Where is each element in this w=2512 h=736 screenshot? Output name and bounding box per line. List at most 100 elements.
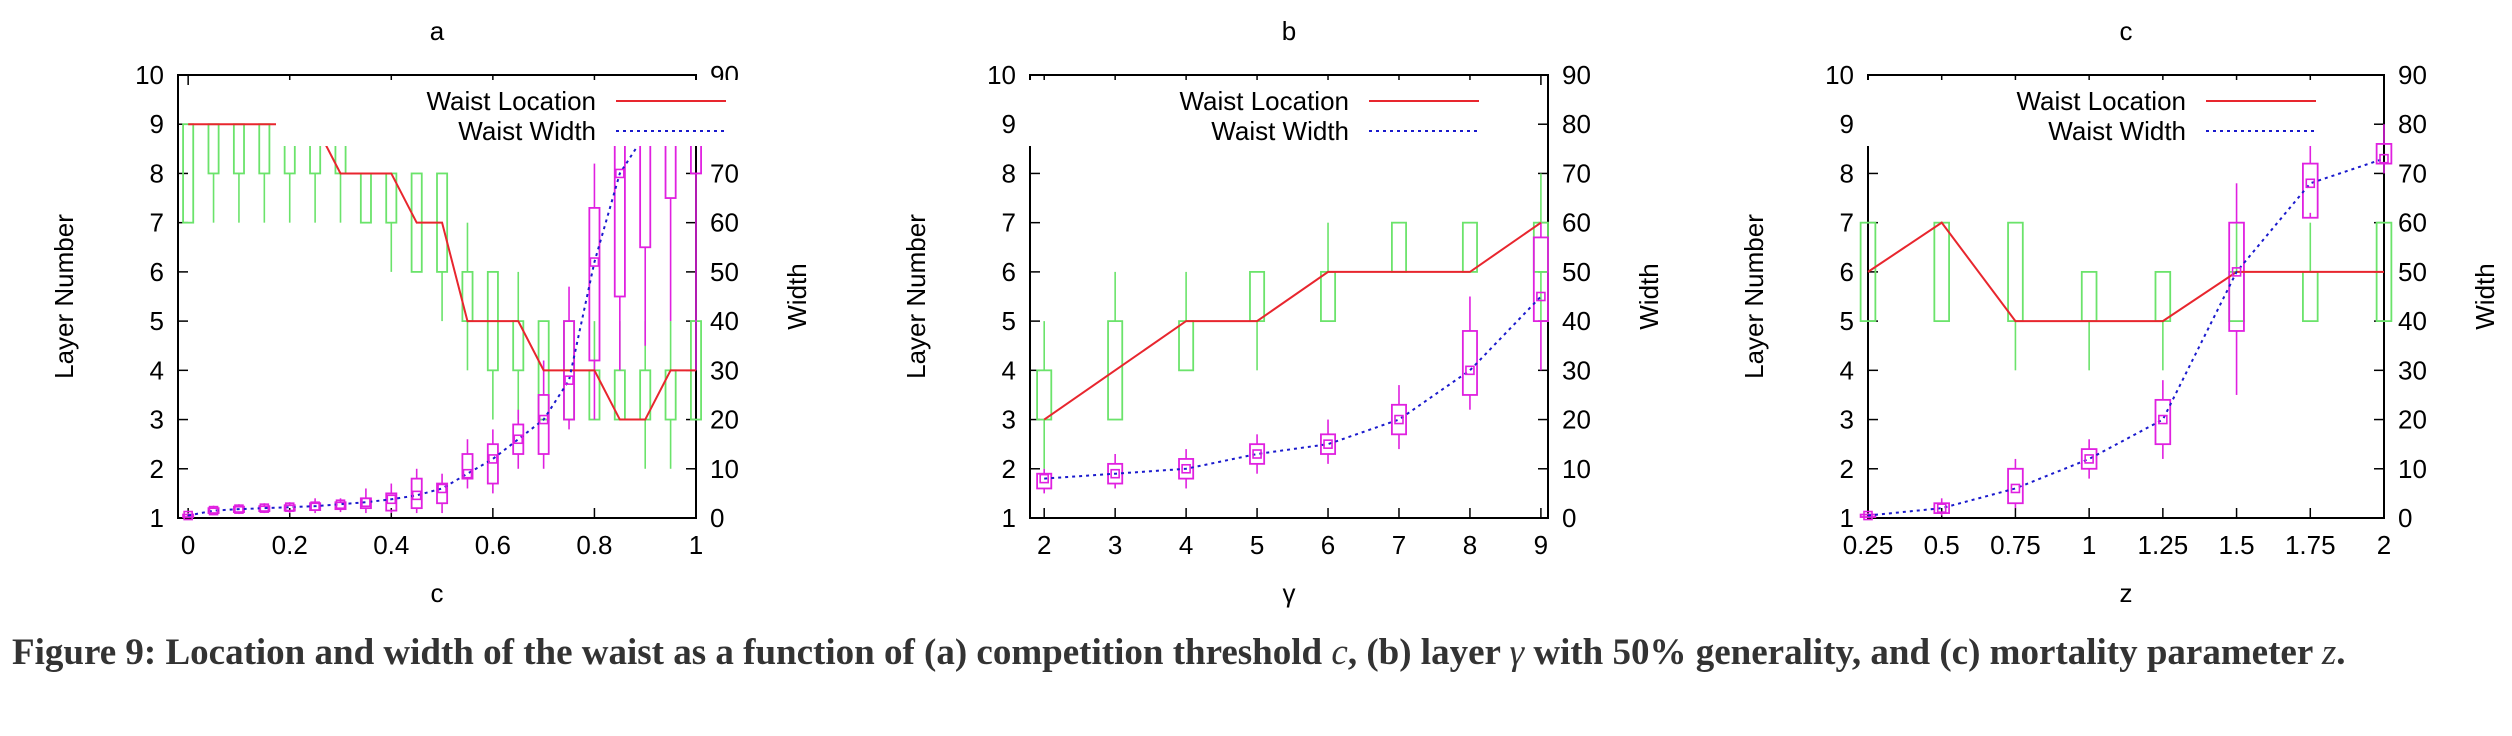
- width-marker: [310, 501, 320, 511]
- y2-tick-label: 80: [1562, 109, 1591, 139]
- location-box-body: [359, 172, 372, 224]
- x-tick-label: 3: [1108, 530, 1122, 560]
- location-box-body: [1933, 221, 1950, 323]
- location-box: [1390, 221, 1407, 273]
- y-tick-label: 5: [150, 306, 164, 336]
- location-box-body: [1859, 221, 1877, 323]
- x-tick-label: 0: [181, 530, 195, 560]
- caption-var-gamma: γ: [1509, 632, 1525, 673]
- width-box: [1320, 419, 1337, 464]
- location-box-body: [1320, 270, 1337, 323]
- width-box-body: [1461, 330, 1478, 396]
- y2-tick-label: 30: [1562, 355, 1591, 385]
- y-tick-label: 1: [1840, 503, 1854, 533]
- width-box: [2228, 183, 2245, 395]
- location-box-body: [1178, 320, 1195, 372]
- y-tick-label: 9: [1840, 109, 1854, 139]
- y-tick-label: 6: [150, 257, 164, 287]
- location-box: [1532, 173, 1549, 322]
- location-box-body: [461, 270, 474, 323]
- y-tick-label: 2: [1002, 454, 1016, 484]
- y2-tick-label: 10: [710, 454, 739, 484]
- y-tick-label: 3: [1002, 405, 1016, 435]
- width-box: [588, 163, 601, 420]
- y2-tick-label: 40: [710, 306, 739, 336]
- x-tick-label: 0.75: [1990, 530, 2041, 560]
- y-tick-label: 7: [150, 208, 164, 238]
- y-tick-label: 10: [135, 60, 164, 90]
- width-box: [1107, 454, 1124, 489]
- location-box-body: [1036, 369, 1053, 421]
- y-tick-label: 6: [1002, 257, 1016, 287]
- legend-label-width: Waist Width: [2048, 116, 2186, 146]
- caption-text-a: Location and width of the waist as a fun…: [165, 632, 1332, 673]
- x-tick-label: 5: [1250, 530, 1264, 560]
- legend-label-location: Waist Location: [2016, 86, 2186, 116]
- width-box: [512, 409, 525, 469]
- location-box: [385, 172, 398, 272]
- waist-width-line: [1867, 157, 2385, 517]
- location-box: [512, 271, 525, 420]
- width-box-body: [2302, 162, 2319, 219]
- width-marker: [1863, 510, 1873, 521]
- y2-tick-label: 20: [2398, 405, 2427, 435]
- x-tick-label: 2: [1037, 530, 1051, 560]
- y-tick-label: 10: [1825, 60, 1854, 90]
- location-box-body: [232, 123, 245, 175]
- width-marker: [1323, 439, 1333, 449]
- legend-background: [1866, 80, 2336, 146]
- x-tick-label: 1.75: [2285, 530, 2336, 560]
- x-tick-label: 0.6: [475, 530, 511, 560]
- waist-location-line: [188, 123, 696, 421]
- figure-caption: Figure 9: Location and width of the wais…: [12, 628, 2502, 678]
- y2-tick-label: 0: [2398, 503, 2412, 533]
- x-tick-label: 1: [2082, 530, 2096, 560]
- width-box-body: [537, 394, 550, 455]
- y2-tick-label: 50: [1562, 257, 1591, 287]
- y2-tick-label: 20: [1562, 405, 1591, 435]
- x-tick-label: 6: [1321, 530, 1335, 560]
- location-box: [359, 172, 372, 224]
- chart-title: a: [430, 16, 445, 46]
- waist-width-line: [1044, 295, 1542, 480]
- width-marker: [411, 490, 422, 501]
- width-marker: [538, 414, 549, 425]
- legend-background: [1029, 80, 1499, 146]
- width-box: [1036, 468, 1053, 494]
- y-tick-label: 9: [150, 109, 164, 139]
- width-box: [2007, 458, 2024, 509]
- x-tick-label: 8: [1463, 530, 1477, 560]
- y2-tick-label: 50: [710, 257, 739, 287]
- width-box: [486, 429, 499, 494]
- y2-axis-label: Width: [1634, 263, 1664, 329]
- y2-tick-label: 70: [710, 158, 739, 188]
- y2-tick-label: 0: [1562, 503, 1576, 533]
- plot-frame: [1867, 74, 2385, 519]
- width-marker: [564, 375, 574, 385]
- width-marker: [2305, 178, 2316, 189]
- location-box-body: [1249, 270, 1266, 323]
- location-box-body: [207, 123, 220, 175]
- y-tick-label: 1: [1002, 503, 1016, 533]
- width-box: [2302, 138, 2319, 219]
- x-tick-label: 0.4: [373, 530, 409, 560]
- legend-label-location: Waist Location: [1179, 86, 1349, 116]
- width-box: [2154, 380, 2172, 459]
- location-box: [436, 172, 449, 322]
- y-tick-label: 4: [1840, 355, 1854, 385]
- y-tick-label: 4: [1002, 355, 1016, 385]
- y2-tick-label: 40: [2398, 306, 2427, 336]
- width-marker: [513, 434, 524, 445]
- location-box-body: [2080, 270, 2098, 323]
- y-tick-label: 7: [1840, 208, 1854, 238]
- x-tick-label: 0.2: [272, 530, 308, 560]
- caption-text-c: with 50% generality, and (c) mortality p…: [1524, 632, 2322, 673]
- width-box: [461, 439, 474, 489]
- location-box: [2007, 221, 2024, 371]
- x-axis-label: γ: [1283, 578, 1296, 608]
- y-tick-label: 10: [987, 60, 1016, 90]
- width-marker: [208, 505, 219, 516]
- y-tick-label: 3: [150, 405, 164, 435]
- location-box-body: [2302, 270, 2319, 323]
